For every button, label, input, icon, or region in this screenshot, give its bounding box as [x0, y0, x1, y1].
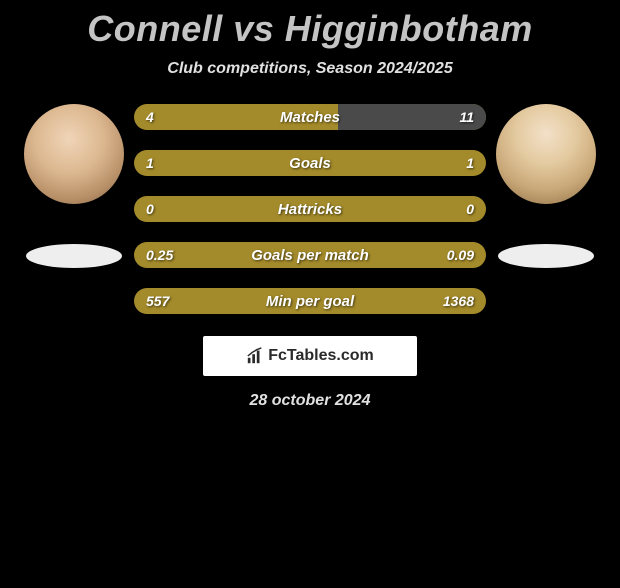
stat-value-left: 1: [146, 155, 154, 171]
stat-value-left: 0: [146, 201, 154, 217]
stat-row: 557 Min per goal 1368: [134, 288, 486, 314]
player-left-avatar: [24, 104, 124, 204]
comparison-area: 4Matches111Goals10Hattricks00.25Goals pe…: [0, 98, 620, 314]
stat-value-right: 0: [466, 201, 474, 217]
page-subtitle: Club competitions, Season 2024/2025: [0, 60, 620, 78]
stat-value-right: 1368: [443, 293, 474, 309]
stat-row: 4 Matches 11: [134, 104, 486, 130]
stat-value-right: 1: [466, 155, 474, 171]
stat-value-right: 11: [459, 109, 474, 125]
player-right-avatar: [496, 104, 596, 204]
stat-label: Min per goal: [266, 293, 354, 310]
chart-icon: [246, 347, 264, 365]
stats-column: 4Matches111Goals10Hattricks00.25Goals pe…: [134, 104, 486, 314]
stat-value-right: 0.09: [447, 247, 474, 263]
player-right-column: [486, 98, 606, 268]
date-line: 28 october 2024: [0, 392, 620, 410]
stat-label: Goals: [289, 155, 331, 172]
player-left-column: [14, 98, 134, 268]
player-right-flag: [498, 244, 594, 268]
stat-label: Matches: [280, 109, 340, 126]
stat-row: 0.25 Goals per match 0.09: [134, 242, 486, 268]
page-title: Connell vs Higginbotham: [0, 8, 620, 50]
stat-value-left: 4: [146, 109, 154, 125]
stat-value-left: 0.25: [146, 247, 173, 263]
stat-row: 0 Hattricks 0: [134, 196, 486, 222]
comparison-infographic: Connell vs Higginbotham Club competition…: [0, 8, 620, 588]
player-left-flag: [26, 244, 122, 268]
stat-label: Hattricks: [278, 201, 342, 218]
brand-badge: FcTables.com: [203, 336, 417, 376]
stat-row: 1 Goals 1: [134, 150, 486, 176]
stat-label: Goals per match: [251, 247, 369, 264]
stat-value-left: 557: [146, 293, 169, 309]
brand-text: FcTables.com: [268, 347, 374, 365]
